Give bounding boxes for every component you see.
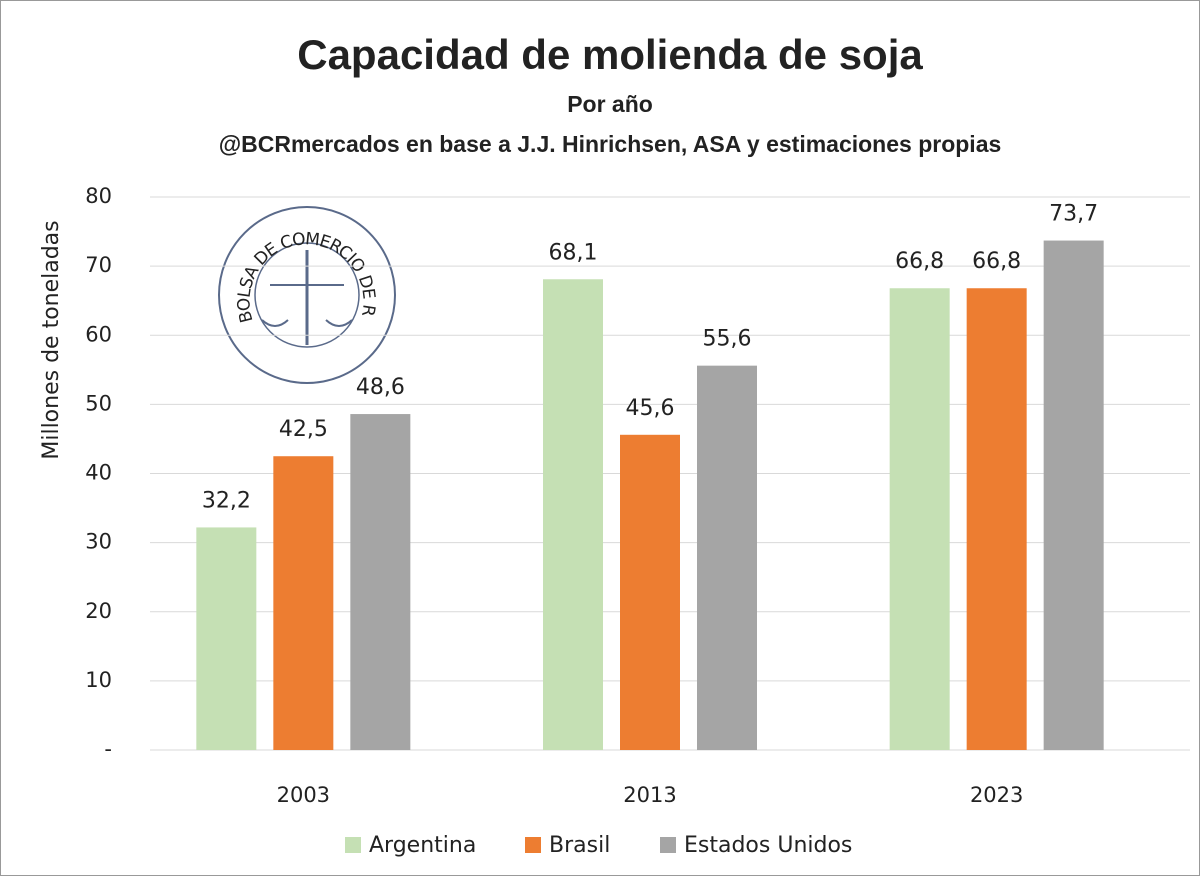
bar <box>543 279 603 750</box>
data-label: 73,7 <box>1049 202 1098 227</box>
data-label: 68,1 <box>549 240 598 265</box>
data-label: 42,5 <box>279 417 328 442</box>
y-tick-label: 80 <box>85 184 112 208</box>
data-label: 66,8 <box>895 249 944 274</box>
data-label: 32,2 <box>202 488 251 513</box>
y-tick-label: 20 <box>85 599 112 623</box>
bar <box>350 414 411 750</box>
bar <box>889 288 950 750</box>
x-tick-label: 2013 <box>623 783 676 807</box>
legend-label: Estados Unidos <box>684 833 852 858</box>
y-tick-label: 10 <box>85 668 112 692</box>
data-label: 55,6 <box>703 327 752 352</box>
legend-swatch <box>525 837 541 853</box>
bar <box>966 288 1027 750</box>
y-tick-label: 50 <box>85 391 112 415</box>
y-tick-label: - <box>104 737 112 761</box>
legend-swatch <box>345 837 361 853</box>
chart-source: @BCRmercados en base a J.J. Hinrichsen, … <box>219 131 1002 157</box>
data-label: 66,8 <box>972 249 1021 274</box>
bar <box>1043 240 1104 750</box>
legend-label: Argentina <box>369 833 476 858</box>
legend-swatch <box>660 837 676 853</box>
bar <box>196 527 257 750</box>
bar <box>697 365 757 750</box>
y-axis-label: Millones de toneladas <box>39 220 64 459</box>
x-tick-label: 2023 <box>970 783 1023 807</box>
y-tick-label: 30 <box>85 530 112 554</box>
legend-label: Brasil <box>549 833 610 858</box>
bar <box>620 434 680 750</box>
data-label: 48,6 <box>356 375 405 400</box>
y-tick-label: 70 <box>85 253 112 277</box>
y-tick-label: 60 <box>85 322 112 346</box>
y-tick-label: 40 <box>85 461 112 485</box>
data-label: 45,6 <box>626 396 675 421</box>
chart-subtitle: Por año <box>567 91 653 117</box>
x-tick-label: 2003 <box>277 783 330 807</box>
bar <box>273 456 334 750</box>
chart-title: Capacidad de molienda de soja <box>297 31 923 78</box>
